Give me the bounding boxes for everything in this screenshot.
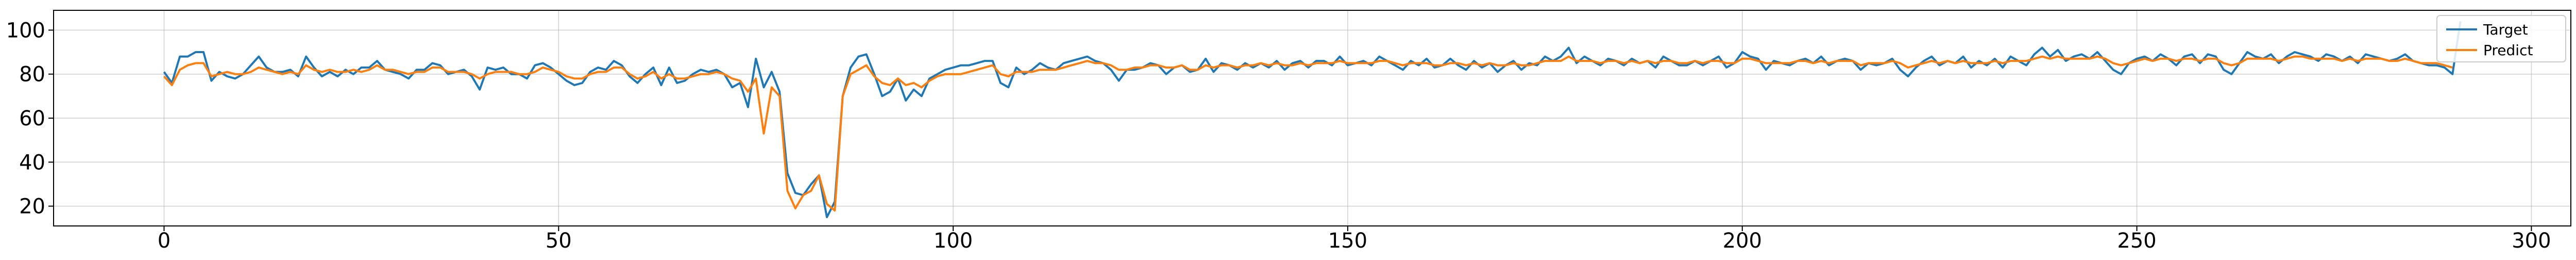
series-lines <box>163 21 2462 218</box>
y-tick-label: 80 <box>19 63 45 87</box>
legend-label-predict: Predict <box>2483 42 2533 59</box>
x-tick-label: 250 <box>2117 229 2156 253</box>
legend: Target Predict <box>2436 15 2566 62</box>
x-tick-label: 300 <box>2512 229 2551 253</box>
y-tick-label: 100 <box>6 19 45 42</box>
y-tick-label: 60 <box>19 107 45 131</box>
legend-label-target: Target <box>2483 21 2528 38</box>
y-tick-label: 20 <box>19 195 45 219</box>
series-line-predict <box>163 55 2453 212</box>
x-tick-label: 200 <box>1723 229 1762 253</box>
axis-ticks: 0 50 100 150 200 250 300 20 40 60 80 100 <box>6 19 2551 253</box>
x-tick-label: 50 <box>546 229 572 253</box>
x-tick-label: 100 <box>934 229 973 253</box>
x-tick-label: 0 <box>158 229 171 253</box>
x-tick-label: 150 <box>1328 229 1367 253</box>
y-tick-label: 40 <box>19 151 45 174</box>
